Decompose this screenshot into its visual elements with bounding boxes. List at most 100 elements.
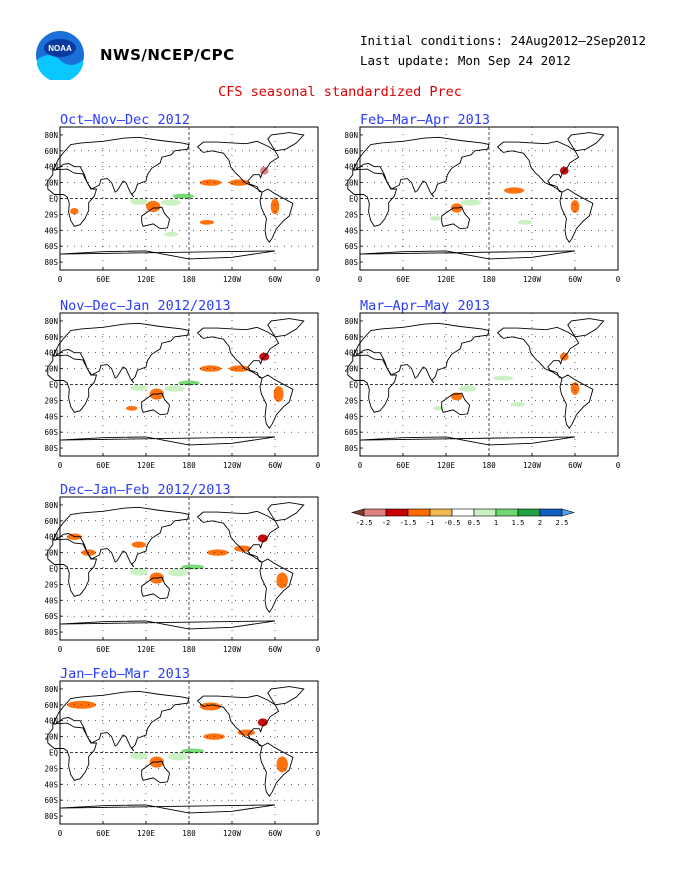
legend-swatch <box>517 508 541 517</box>
lat-tick-label: 20S <box>44 764 58 773</box>
panel-title-ond: Oct–Nov–Dec 2012 <box>60 112 191 128</box>
lat-tick-label: 40N <box>44 349 58 358</box>
legend-swatch <box>539 508 563 517</box>
lon-tick-label: 60W <box>268 645 282 654</box>
lon-tick-label: 180 <box>182 645 196 654</box>
lat-tick-label: 80N <box>344 317 358 326</box>
lat-tick-label: 80S <box>44 812 58 821</box>
lon-tick-label: 120W <box>223 275 242 284</box>
legend-swatch <box>350 508 365 517</box>
legend-label: -1 <box>426 519 434 527</box>
coastlines <box>347 318 605 456</box>
lat-tick-label: EQ <box>49 749 59 758</box>
lon-tick-label: 0 <box>316 275 321 284</box>
lat-tick-label: 40N <box>344 163 358 172</box>
lon-tick-label: 120E <box>137 829 156 838</box>
lat-tick-label: 20N <box>344 179 358 188</box>
lon-tick-label: 0 <box>616 461 621 470</box>
lon-tick-label: 0 <box>316 645 321 654</box>
legend-swatch <box>407 508 431 517</box>
lon-tick-label: 120E <box>137 645 156 654</box>
lon-tick-label: 180 <box>182 829 196 838</box>
lon-tick-label: 0 <box>316 829 321 838</box>
panel-title-mam: Mar–Apr–May 2013 <box>360 298 491 314</box>
lat-tick-label: 80N <box>44 501 58 510</box>
lat-tick-label: 40S <box>44 226 58 235</box>
legend-swatch <box>363 508 387 517</box>
anomaly-shading <box>125 352 284 411</box>
coastlines <box>47 686 305 824</box>
grid-lines <box>360 313 618 456</box>
lat-tick-label: 40S <box>344 226 358 235</box>
lon-tick-label: 0 <box>358 461 363 470</box>
anomaly-shading <box>429 166 580 225</box>
lon-tick-label: 120E <box>137 275 156 284</box>
legend-label: -2.5 <box>356 519 373 527</box>
agency-label: NWS/NCEP/CPC <box>100 46 235 64</box>
anomaly-shading <box>67 533 288 589</box>
lat-tick-label: 20N <box>44 365 58 374</box>
svg-text:NOAA: NOAA <box>48 44 72 53</box>
legend-label: 1.5 <box>512 519 525 527</box>
lat-tick-label: 80S <box>44 628 58 637</box>
lat-tick-label: 60S <box>344 428 358 437</box>
lon-tick-label: 60E <box>96 645 110 654</box>
lon-tick-label: 60W <box>268 829 282 838</box>
legend-label: 2 <box>538 519 542 527</box>
lon-tick-label: 120E <box>137 461 156 470</box>
lon-tick-label: 0 <box>616 275 621 284</box>
legend-swatch <box>385 508 409 517</box>
legend-swatch <box>561 508 576 517</box>
panel-title-djf: Dec–Jan–Feb 2012/2013 <box>60 482 231 498</box>
lon-tick-label: 0 <box>316 461 321 470</box>
lat-tick-label: 60S <box>344 242 358 251</box>
lat-tick-label: 60N <box>44 147 58 156</box>
grid-lines <box>60 681 318 824</box>
legend-label: 2.5 <box>556 519 569 527</box>
lat-tick-label: 80S <box>344 444 358 453</box>
lat-tick-label: 20N <box>44 549 58 558</box>
coastlines <box>47 502 305 640</box>
grid-lines <box>60 127 318 270</box>
lon-tick-label: 120W <box>223 461 242 470</box>
lat-tick-label: 60N <box>344 147 358 156</box>
lat-tick-label: 20S <box>344 396 358 405</box>
lon-tick-label: 120W <box>223 829 242 838</box>
legend-label: -0.5 <box>444 519 461 527</box>
lat-tick-label: 40S <box>344 412 358 421</box>
lon-tick-label: 120E <box>437 275 456 284</box>
legend-label: -1.5 <box>400 519 417 527</box>
panel-title-fma: Feb–Mar–Apr 2013 <box>360 112 491 128</box>
grid-lines <box>360 127 618 270</box>
lat-tick-label: 40N <box>344 349 358 358</box>
lon-tick-label: 60W <box>568 461 582 470</box>
legend-swatch <box>495 508 519 517</box>
lat-tick-label: 40N <box>44 533 58 542</box>
lon-tick-label: 120W <box>523 275 542 284</box>
lon-tick-label: 180 <box>482 461 496 470</box>
lon-tick-label: 180 <box>482 275 496 284</box>
lat-tick-label: 80N <box>44 131 58 140</box>
lon-tick-label: 120W <box>223 645 242 654</box>
lat-tick-label: 60N <box>344 333 358 342</box>
lat-tick-label: 40S <box>44 596 58 605</box>
lat-tick-label: 20S <box>44 580 58 589</box>
coastlines <box>347 132 605 270</box>
legend-swatch <box>451 508 475 517</box>
lat-tick-label: 60N <box>44 701 58 710</box>
lat-tick-label: 40N <box>44 717 58 726</box>
lon-tick-label: 60E <box>396 275 410 284</box>
lat-tick-label: 60S <box>44 612 58 621</box>
legend-label: -2 <box>382 519 390 527</box>
legend-swatch <box>473 508 497 517</box>
lat-tick-label: 40N <box>44 163 58 172</box>
lat-tick-label: 80S <box>44 258 58 267</box>
lat-tick-label: 80S <box>344 258 358 267</box>
legend-label: 0.5 <box>468 519 481 527</box>
lat-tick-label: 80N <box>344 131 358 140</box>
lon-tick-label: 0 <box>358 275 363 284</box>
